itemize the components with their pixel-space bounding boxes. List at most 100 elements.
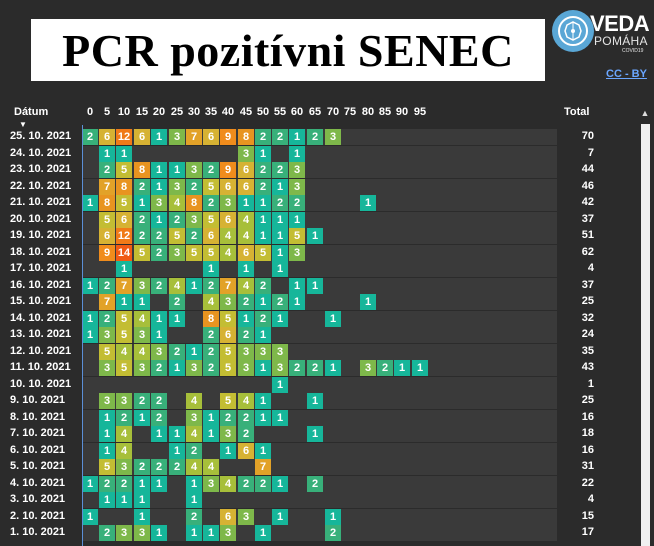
- heatmap-cell[interactable]: 4: [169, 278, 185, 294]
- heatmap-cell[interactable]: 4: [203, 459, 219, 475]
- heatmap-cell[interactable]: 1: [272, 261, 288, 277]
- heatmap-cell[interactable]: 3: [289, 162, 305, 178]
- heatmap-cell[interactable]: 5: [116, 360, 132, 376]
- heatmap-cell[interactable]: 3: [134, 327, 150, 343]
- heatmap-cell[interactable]: 2: [169, 294, 185, 310]
- heatmap-cell[interactable]: 6: [203, 129, 219, 145]
- heatmap-cell[interactable]: 6: [134, 129, 150, 145]
- heatmap-cell[interactable]: 1: [255, 228, 271, 244]
- heatmap-cell[interactable]: 1: [151, 327, 167, 343]
- heatmap-cell[interactable]: 3: [151, 195, 167, 211]
- heatmap-cell[interactable]: 1: [289, 129, 305, 145]
- heatmap-cell[interactable]: 3: [151, 344, 167, 360]
- heatmap-cell[interactable]: 1: [151, 212, 167, 228]
- heatmap-cell[interactable]: 5: [186, 245, 202, 261]
- heatmap-cell[interactable]: 1: [99, 410, 115, 426]
- heatmap-cell[interactable]: 3: [116, 459, 132, 475]
- heatmap-cell[interactable]: 2: [134, 212, 150, 228]
- heatmap-cell[interactable]: 3: [99, 327, 115, 343]
- heatmap-cell[interactable]: 8: [203, 311, 219, 327]
- heatmap-cell[interactable]: 2: [238, 410, 254, 426]
- heatmap-cell[interactable]: 8: [99, 195, 115, 211]
- heatmap-cell[interactable]: 2: [255, 179, 271, 195]
- heatmap-cell[interactable]: 2: [99, 525, 115, 541]
- heatmap-cell[interactable]: 3: [255, 344, 271, 360]
- heatmap-cell[interactable]: 3: [134, 278, 150, 294]
- heatmap-cell[interactable]: 2: [289, 195, 305, 211]
- heatmap-cell[interactable]: 1: [272, 377, 288, 393]
- heatmap-cell[interactable]: 5: [169, 228, 185, 244]
- heatmap-cell[interactable]: 3: [220, 195, 236, 211]
- heatmap-cell[interactable]: 1: [82, 311, 98, 327]
- heatmap-cell[interactable]: 3: [99, 360, 115, 376]
- heatmap-cell[interactable]: 1: [203, 525, 219, 541]
- age-column-header[interactable]: 75: [343, 106, 357, 118]
- heatmap-cell[interactable]: 1: [307, 228, 323, 244]
- heatmap-cell[interactable]: 3: [203, 476, 219, 492]
- heatmap-cell[interactable]: 1: [186, 476, 202, 492]
- heatmap-cell[interactable]: 8: [186, 195, 202, 211]
- age-column-header[interactable]: 5: [103, 106, 111, 118]
- heatmap-cell[interactable]: 7: [99, 294, 115, 310]
- heatmap-cell[interactable]: 1: [220, 443, 236, 459]
- heatmap-cell[interactable]: 4: [238, 212, 254, 228]
- heatmap-cell[interactable]: 1: [186, 525, 202, 541]
- heatmap-cell[interactable]: 2: [186, 443, 202, 459]
- heatmap-cell[interactable]: 1: [151, 179, 167, 195]
- heatmap-cell[interactable]: 2: [99, 476, 115, 492]
- heatmap-cell[interactable]: 1: [82, 476, 98, 492]
- heatmap-cell[interactable]: 1: [255, 327, 271, 343]
- heatmap-cell[interactable]: 1: [82, 327, 98, 343]
- heatmap-cell[interactable]: 1: [203, 261, 219, 277]
- table-row[interactable]: [82, 311, 557, 327]
- heatmap-cell[interactable]: 4: [134, 344, 150, 360]
- heatmap-cell[interactable]: 2: [134, 459, 150, 475]
- veda-pomaha-logo[interactable]: VEDA POMÁHA COVID19: [550, 8, 650, 56]
- heatmap-cell[interactable]: 3: [289, 179, 305, 195]
- heatmap-cell[interactable]: 3: [134, 525, 150, 541]
- heatmap-cell[interactable]: 1: [151, 426, 167, 442]
- heatmap-cell[interactable]: 1: [255, 212, 271, 228]
- heatmap-cell[interactable]: 2: [203, 360, 219, 376]
- heatmap-cell[interactable]: 4: [186, 393, 202, 409]
- heatmap-cell[interactable]: 9: [220, 162, 236, 178]
- heatmap-cell[interactable]: 5: [116, 311, 132, 327]
- heatmap-cell[interactable]: 6: [220, 327, 236, 343]
- heatmap-cell[interactable]: 2: [272, 162, 288, 178]
- heatmap-cell[interactable]: 2: [151, 393, 167, 409]
- heatmap-cell[interactable]: 1: [255, 410, 271, 426]
- heatmap-cell[interactable]: 2: [151, 459, 167, 475]
- table-row[interactable]: [82, 294, 557, 310]
- heatmap-cell[interactable]: 6: [238, 443, 254, 459]
- age-column-header[interactable]: 15: [135, 106, 149, 118]
- heatmap-cell[interactable]: 1: [134, 492, 150, 508]
- age-column-header[interactable]: 65: [308, 106, 322, 118]
- heatmap-cell[interactable]: 1: [307, 278, 323, 294]
- heatmap-cell[interactable]: 1: [289, 278, 305, 294]
- heatmap-cell[interactable]: 6: [99, 228, 115, 244]
- heatmap-cell[interactable]: 2: [169, 212, 185, 228]
- heatmap-cell[interactable]: 2: [151, 278, 167, 294]
- heatmap-cell[interactable]: 1: [360, 195, 376, 211]
- heatmap-cell[interactable]: 1: [169, 311, 185, 327]
- heatmap-cell[interactable]: 12: [116, 228, 132, 244]
- scroll-up-icon[interactable]: ▲: [640, 108, 650, 118]
- heatmap-cell[interactable]: 1: [238, 261, 254, 277]
- heatmap-cell[interactable]: 1: [289, 212, 305, 228]
- table-row[interactable]: [82, 443, 557, 459]
- heatmap-cell[interactable]: 9: [220, 129, 236, 145]
- heatmap-cell[interactable]: 2: [82, 129, 98, 145]
- heatmap-cell[interactable]: 6: [220, 509, 236, 525]
- heatmap-cell[interactable]: 2: [272, 294, 288, 310]
- heatmap-cell[interactable]: 1: [255, 195, 271, 211]
- heatmap-cell[interactable]: 2: [134, 393, 150, 409]
- heatmap-cell[interactable]: 4: [238, 278, 254, 294]
- age-column-header[interactable]: 20: [152, 106, 166, 118]
- heatmap-cell[interactable]: 2: [134, 228, 150, 244]
- total-column-header[interactable]: Total: [564, 106, 590, 118]
- heatmap-cell[interactable]: 4: [203, 294, 219, 310]
- heatmap-cell[interactable]: 3: [169, 179, 185, 195]
- heatmap-cell[interactable]: 2: [116, 410, 132, 426]
- heatmap-cell[interactable]: 1: [360, 294, 376, 310]
- heatmap-cell[interactable]: 3: [186, 212, 202, 228]
